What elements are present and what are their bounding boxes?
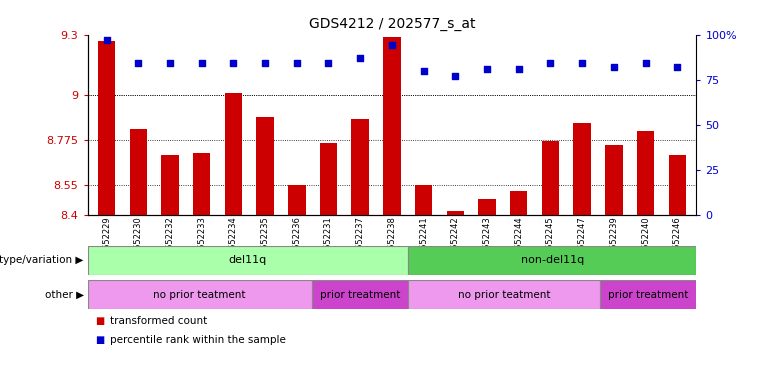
Bar: [320, 143, 337, 215]
Bar: [605, 145, 622, 215]
Bar: [408, 246, 696, 275]
Point: [576, 60, 588, 66]
Bar: [669, 155, 686, 215]
Bar: [637, 131, 654, 215]
Bar: [479, 199, 495, 215]
Bar: [574, 123, 591, 215]
Text: ■: ■: [95, 316, 104, 326]
Text: non-del11q: non-del11q: [521, 255, 584, 265]
Point: [639, 60, 651, 66]
Bar: [161, 155, 179, 215]
Bar: [600, 280, 696, 309]
Bar: [288, 185, 305, 215]
Text: ■: ■: [95, 335, 104, 345]
Bar: [312, 280, 408, 309]
Bar: [224, 93, 242, 215]
Text: prior treatment: prior treatment: [608, 290, 689, 300]
Text: no prior teatment: no prior teatment: [458, 290, 550, 300]
Text: no prior teatment: no prior teatment: [154, 290, 246, 300]
Text: transformed count: transformed count: [110, 316, 208, 326]
Point: [354, 55, 366, 61]
Point: [291, 60, 303, 66]
Point: [228, 60, 240, 66]
Point: [608, 64, 620, 70]
Bar: [88, 280, 312, 309]
Point: [449, 73, 461, 79]
Bar: [352, 119, 369, 215]
Text: prior treatment: prior treatment: [320, 290, 400, 300]
Bar: [408, 280, 600, 309]
Point: [418, 68, 430, 74]
Point: [196, 60, 208, 66]
Point: [259, 60, 271, 66]
Point: [671, 64, 683, 70]
Bar: [510, 191, 527, 215]
Point: [513, 66, 525, 72]
Bar: [98, 41, 115, 215]
Bar: [129, 129, 147, 215]
Text: percentile rank within the sample: percentile rank within the sample: [110, 335, 286, 345]
Bar: [542, 141, 559, 215]
Point: [164, 60, 176, 66]
Text: other ▶: other ▶: [45, 290, 84, 300]
Bar: [415, 185, 432, 215]
Point: [544, 60, 556, 66]
Point: [386, 42, 398, 48]
Bar: [256, 117, 274, 215]
Point: [481, 66, 493, 72]
Text: genotype/variation ▶: genotype/variation ▶: [0, 255, 84, 265]
Bar: [88, 246, 408, 275]
Text: del11q: del11q: [228, 255, 267, 265]
Point: [323, 60, 335, 66]
Point: [100, 37, 113, 43]
Bar: [193, 153, 210, 215]
Point: [132, 60, 145, 66]
Bar: [447, 211, 464, 215]
Title: GDS4212 / 202577_s_at: GDS4212 / 202577_s_at: [309, 17, 475, 31]
Bar: [384, 36, 400, 215]
